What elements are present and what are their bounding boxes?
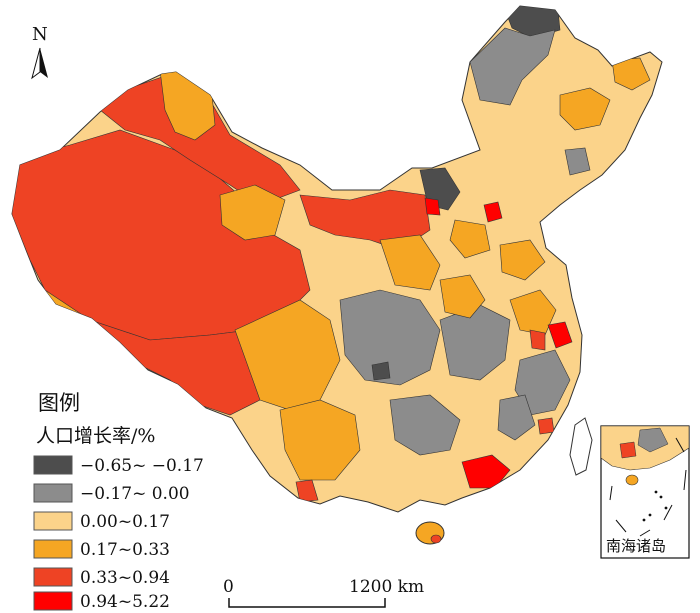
legend-swatch bbox=[33, 483, 73, 503]
legend-item: 0.17~0.33 bbox=[33, 539, 170, 560]
legend-item: 0.33~0.94 bbox=[33, 567, 170, 588]
region-north-red-small bbox=[424, 197, 441, 216]
region-hebei-orange bbox=[449, 219, 491, 259]
north-arrow-icon: N bbox=[31, 24, 48, 80]
region-guangdong-red bbox=[461, 454, 511, 489]
scale-line bbox=[228, 598, 386, 608]
south-china-sea-inset: 南海诸岛 bbox=[600, 425, 690, 559]
legend-label: 0.17~0.33 bbox=[80, 540, 170, 560]
inset-mainland-gray bbox=[637, 427, 669, 453]
region-shandong-orange bbox=[499, 239, 546, 281]
region-taiwan bbox=[569, 417, 593, 476]
legend-swatch bbox=[33, 455, 73, 475]
region-beijing-red bbox=[483, 201, 503, 223]
inset-label: 南海诸岛 bbox=[606, 537, 666, 555]
legend-swatch bbox=[33, 567, 73, 587]
scale-bar: 0 1200 km bbox=[223, 577, 424, 608]
inset-mainland-red bbox=[619, 441, 637, 459]
region-fujian-gray bbox=[514, 349, 571, 416]
legend-subtitle: 人口增长率/% bbox=[36, 425, 155, 447]
legend-items: −0.65~ −0.17 −0.17~ 0.00 0.00~0.17 0.17~… bbox=[33, 455, 204, 612]
region-yunnan-orange bbox=[279, 399, 361, 481]
legend-item: 0.94~5.22 bbox=[33, 591, 170, 612]
region-heilongjiang-dark bbox=[504, 6, 561, 39]
legend-swatch bbox=[33, 539, 73, 559]
scale-end-label: 1200 km bbox=[349, 577, 424, 597]
region-xiamen-red bbox=[537, 417, 555, 435]
inset-hainan bbox=[625, 474, 639, 486]
scale-start-label: 0 bbox=[223, 577, 234, 597]
region-jiangsu-orange bbox=[509, 289, 557, 336]
region-hubei-orange bbox=[439, 274, 486, 319]
region-guangdong-gray bbox=[497, 394, 536, 441]
legend-item: −0.17~ 0.00 bbox=[33, 483, 190, 504]
region-shaanxi-orange bbox=[379, 234, 441, 291]
legend-label: −0.17~ 0.00 bbox=[80, 484, 190, 504]
legend-swatch bbox=[33, 511, 73, 531]
region-qinghai-orange bbox=[219, 184, 286, 241]
north-label: N bbox=[32, 24, 48, 45]
region-heilongjiang-gray bbox=[469, 27, 556, 106]
region-northeast-orange bbox=[559, 87, 611, 131]
china-map bbox=[11, 5, 663, 545]
region-guangxi-gray bbox=[389, 394, 461, 456]
region-northeast-gray bbox=[564, 147, 591, 176]
region-jilin-orange bbox=[611, 57, 651, 91]
region-south-tibet-orange bbox=[234, 299, 341, 411]
legend-swatch bbox=[33, 591, 73, 611]
legend-title: 图例 bbox=[38, 391, 80, 415]
legend: 图例 人口增长率/% −0.65~ −0.17 −0.17~ 0.00 0.00… bbox=[33, 391, 204, 612]
legend-label: 0.00~0.17 bbox=[80, 512, 170, 532]
legend-label: 0.94~5.22 bbox=[80, 592, 170, 612]
legend-item: 0.00~0.17 bbox=[33, 511, 170, 532]
region-hainan-red bbox=[430, 534, 442, 544]
inset-dash-line bbox=[609, 437, 687, 537]
region-shanghai-red bbox=[547, 321, 573, 349]
legend-label: 0.33~0.94 bbox=[80, 568, 170, 588]
legend-item: −0.65~ −0.17 bbox=[33, 455, 204, 476]
region-xishuangbanna-red bbox=[295, 479, 319, 503]
region-sichuan-gray bbox=[339, 289, 441, 386]
legend-label: −0.65~ −0.17 bbox=[80, 456, 204, 476]
region-chongqing-dark bbox=[371, 361, 391, 381]
region-hangzhou-red bbox=[529, 329, 546, 351]
